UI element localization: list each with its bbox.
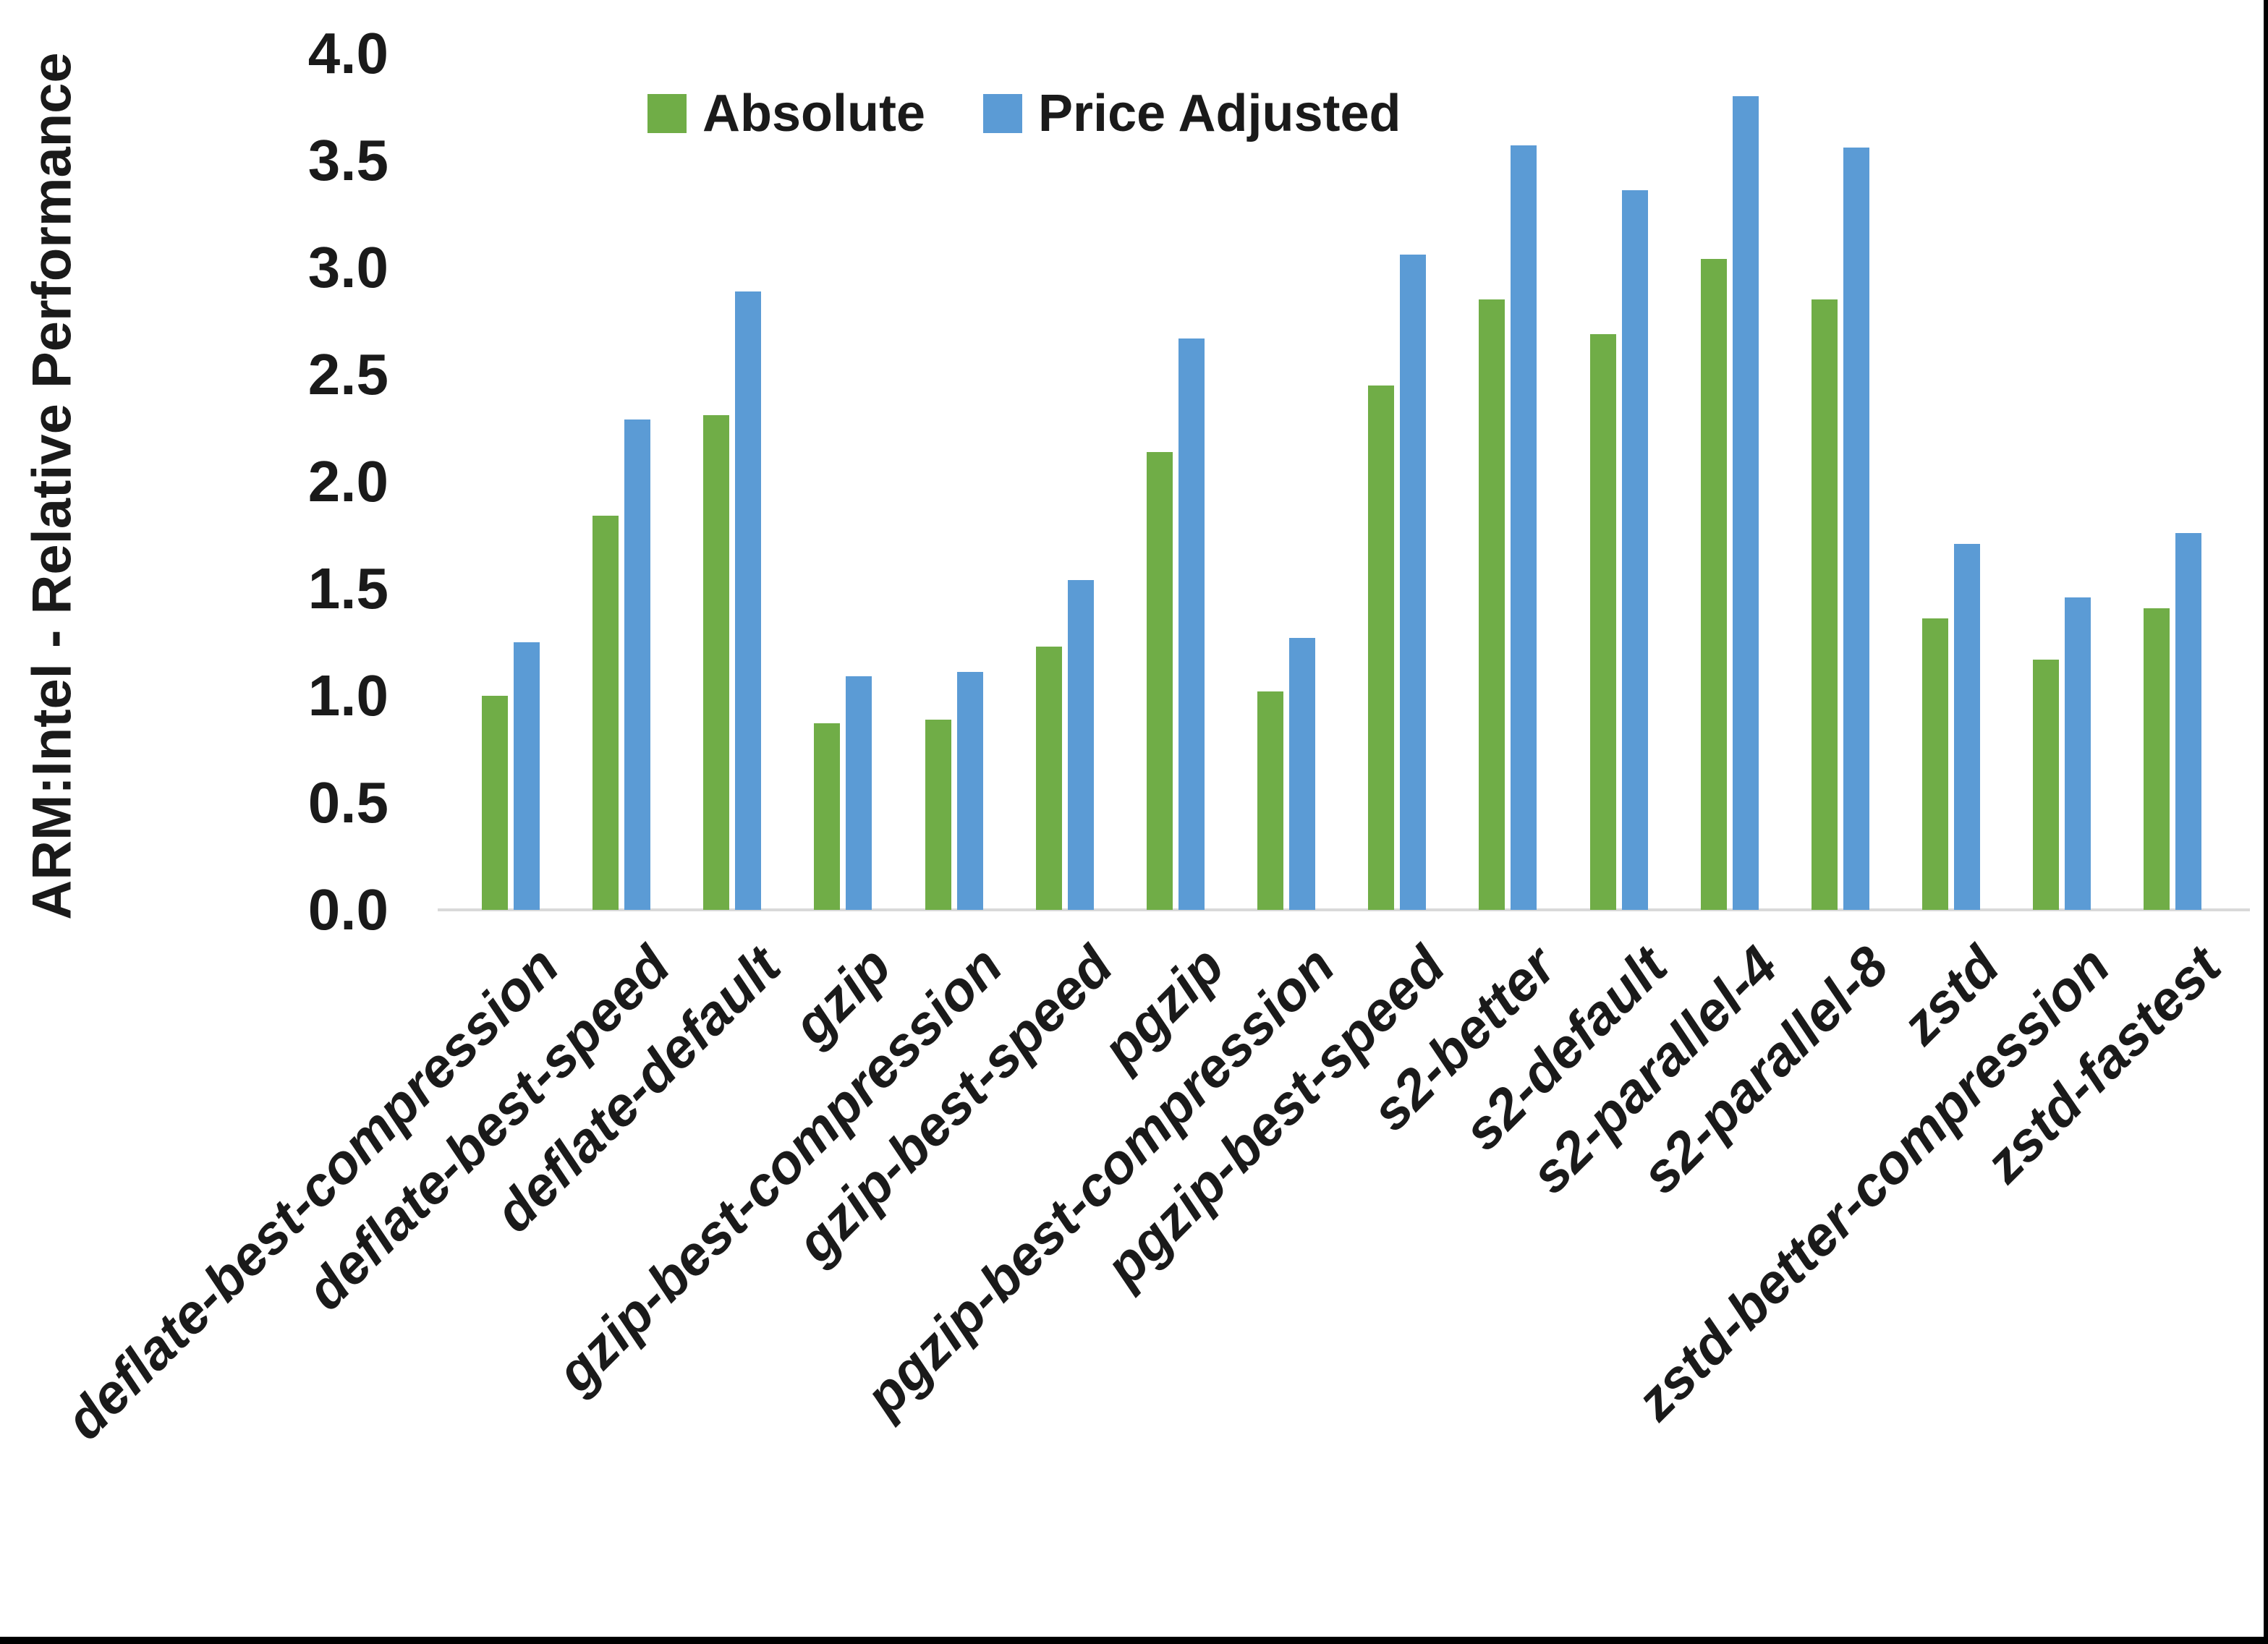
bar-absolute bbox=[1368, 385, 1395, 910]
legend-label: Absolute bbox=[702, 85, 926, 142]
bar-absolute bbox=[2033, 659, 2060, 910]
bar-price-adjusted bbox=[1621, 190, 1648, 910]
bar-price-adjusted bbox=[514, 642, 540, 910]
bar-price-adjusted bbox=[1843, 148, 1869, 910]
bar-absolute bbox=[1589, 333, 1616, 910]
y-axis-tick-label: 2.5 bbox=[307, 342, 388, 406]
bar-absolute bbox=[1921, 618, 1948, 910]
bar-absolute bbox=[1811, 299, 1838, 910]
bar-price-adjusted bbox=[1067, 580, 1094, 910]
legend-swatch-icon bbox=[983, 94, 1023, 133]
legend-item: Absolute bbox=[647, 84, 925, 143]
y-axis-tick-label: 0.0 bbox=[307, 877, 388, 942]
y-axis-tick-label: 2.0 bbox=[307, 449, 388, 514]
bar-price-adjusted bbox=[2175, 533, 2202, 910]
bar-price-adjusted bbox=[735, 291, 762, 910]
y-axis-tick-label: 3.0 bbox=[307, 235, 388, 299]
y-axis-tick-label: 4.0 bbox=[307, 21, 388, 85]
bar-price-adjusted bbox=[1289, 638, 1316, 910]
x-axis-line bbox=[438, 908, 2250, 911]
y-axis-tick-label: 3.5 bbox=[307, 128, 388, 192]
bar-price-adjusted bbox=[1732, 96, 1759, 910]
bar-absolute bbox=[2144, 608, 2170, 910]
bar-price-adjusted bbox=[1178, 338, 1205, 910]
bar-absolute bbox=[814, 723, 841, 910]
y-axis-tick-label: 1.0 bbox=[307, 663, 388, 728]
legend: Absolute Price Adjusted bbox=[647, 84, 1401, 143]
bar-price-adjusted bbox=[1400, 255, 1427, 910]
bar-absolute bbox=[925, 719, 951, 910]
legend-item: Price Adjusted bbox=[983, 84, 1401, 143]
bar-price-adjusted bbox=[1953, 543, 1980, 910]
bar-price-adjusted bbox=[1511, 145, 1537, 910]
y-axis-tick-label: 1.5 bbox=[307, 556, 388, 621]
bar-absolute bbox=[482, 696, 508, 910]
bar-absolute bbox=[1146, 451, 1173, 910]
bar-absolute bbox=[593, 516, 619, 910]
legend-label: Price Adjusted bbox=[1038, 85, 1401, 142]
bar-price-adjusted bbox=[2065, 597, 2091, 910]
legend-swatch-icon bbox=[647, 94, 687, 133]
bar-absolute bbox=[703, 415, 730, 910]
bar-absolute bbox=[1479, 299, 1505, 910]
bar-price-adjusted bbox=[956, 672, 983, 910]
bar-price-adjusted bbox=[846, 676, 872, 910]
y-axis-tick-label: 0.5 bbox=[307, 770, 388, 835]
bar-absolute bbox=[1257, 691, 1284, 910]
y-axis-title: ARM:Intel - Relative Performance bbox=[21, 52, 83, 920]
bar-absolute bbox=[1700, 259, 1727, 910]
bar-absolute bbox=[1035, 646, 1062, 910]
bar-price-adjusted bbox=[624, 419, 651, 910]
